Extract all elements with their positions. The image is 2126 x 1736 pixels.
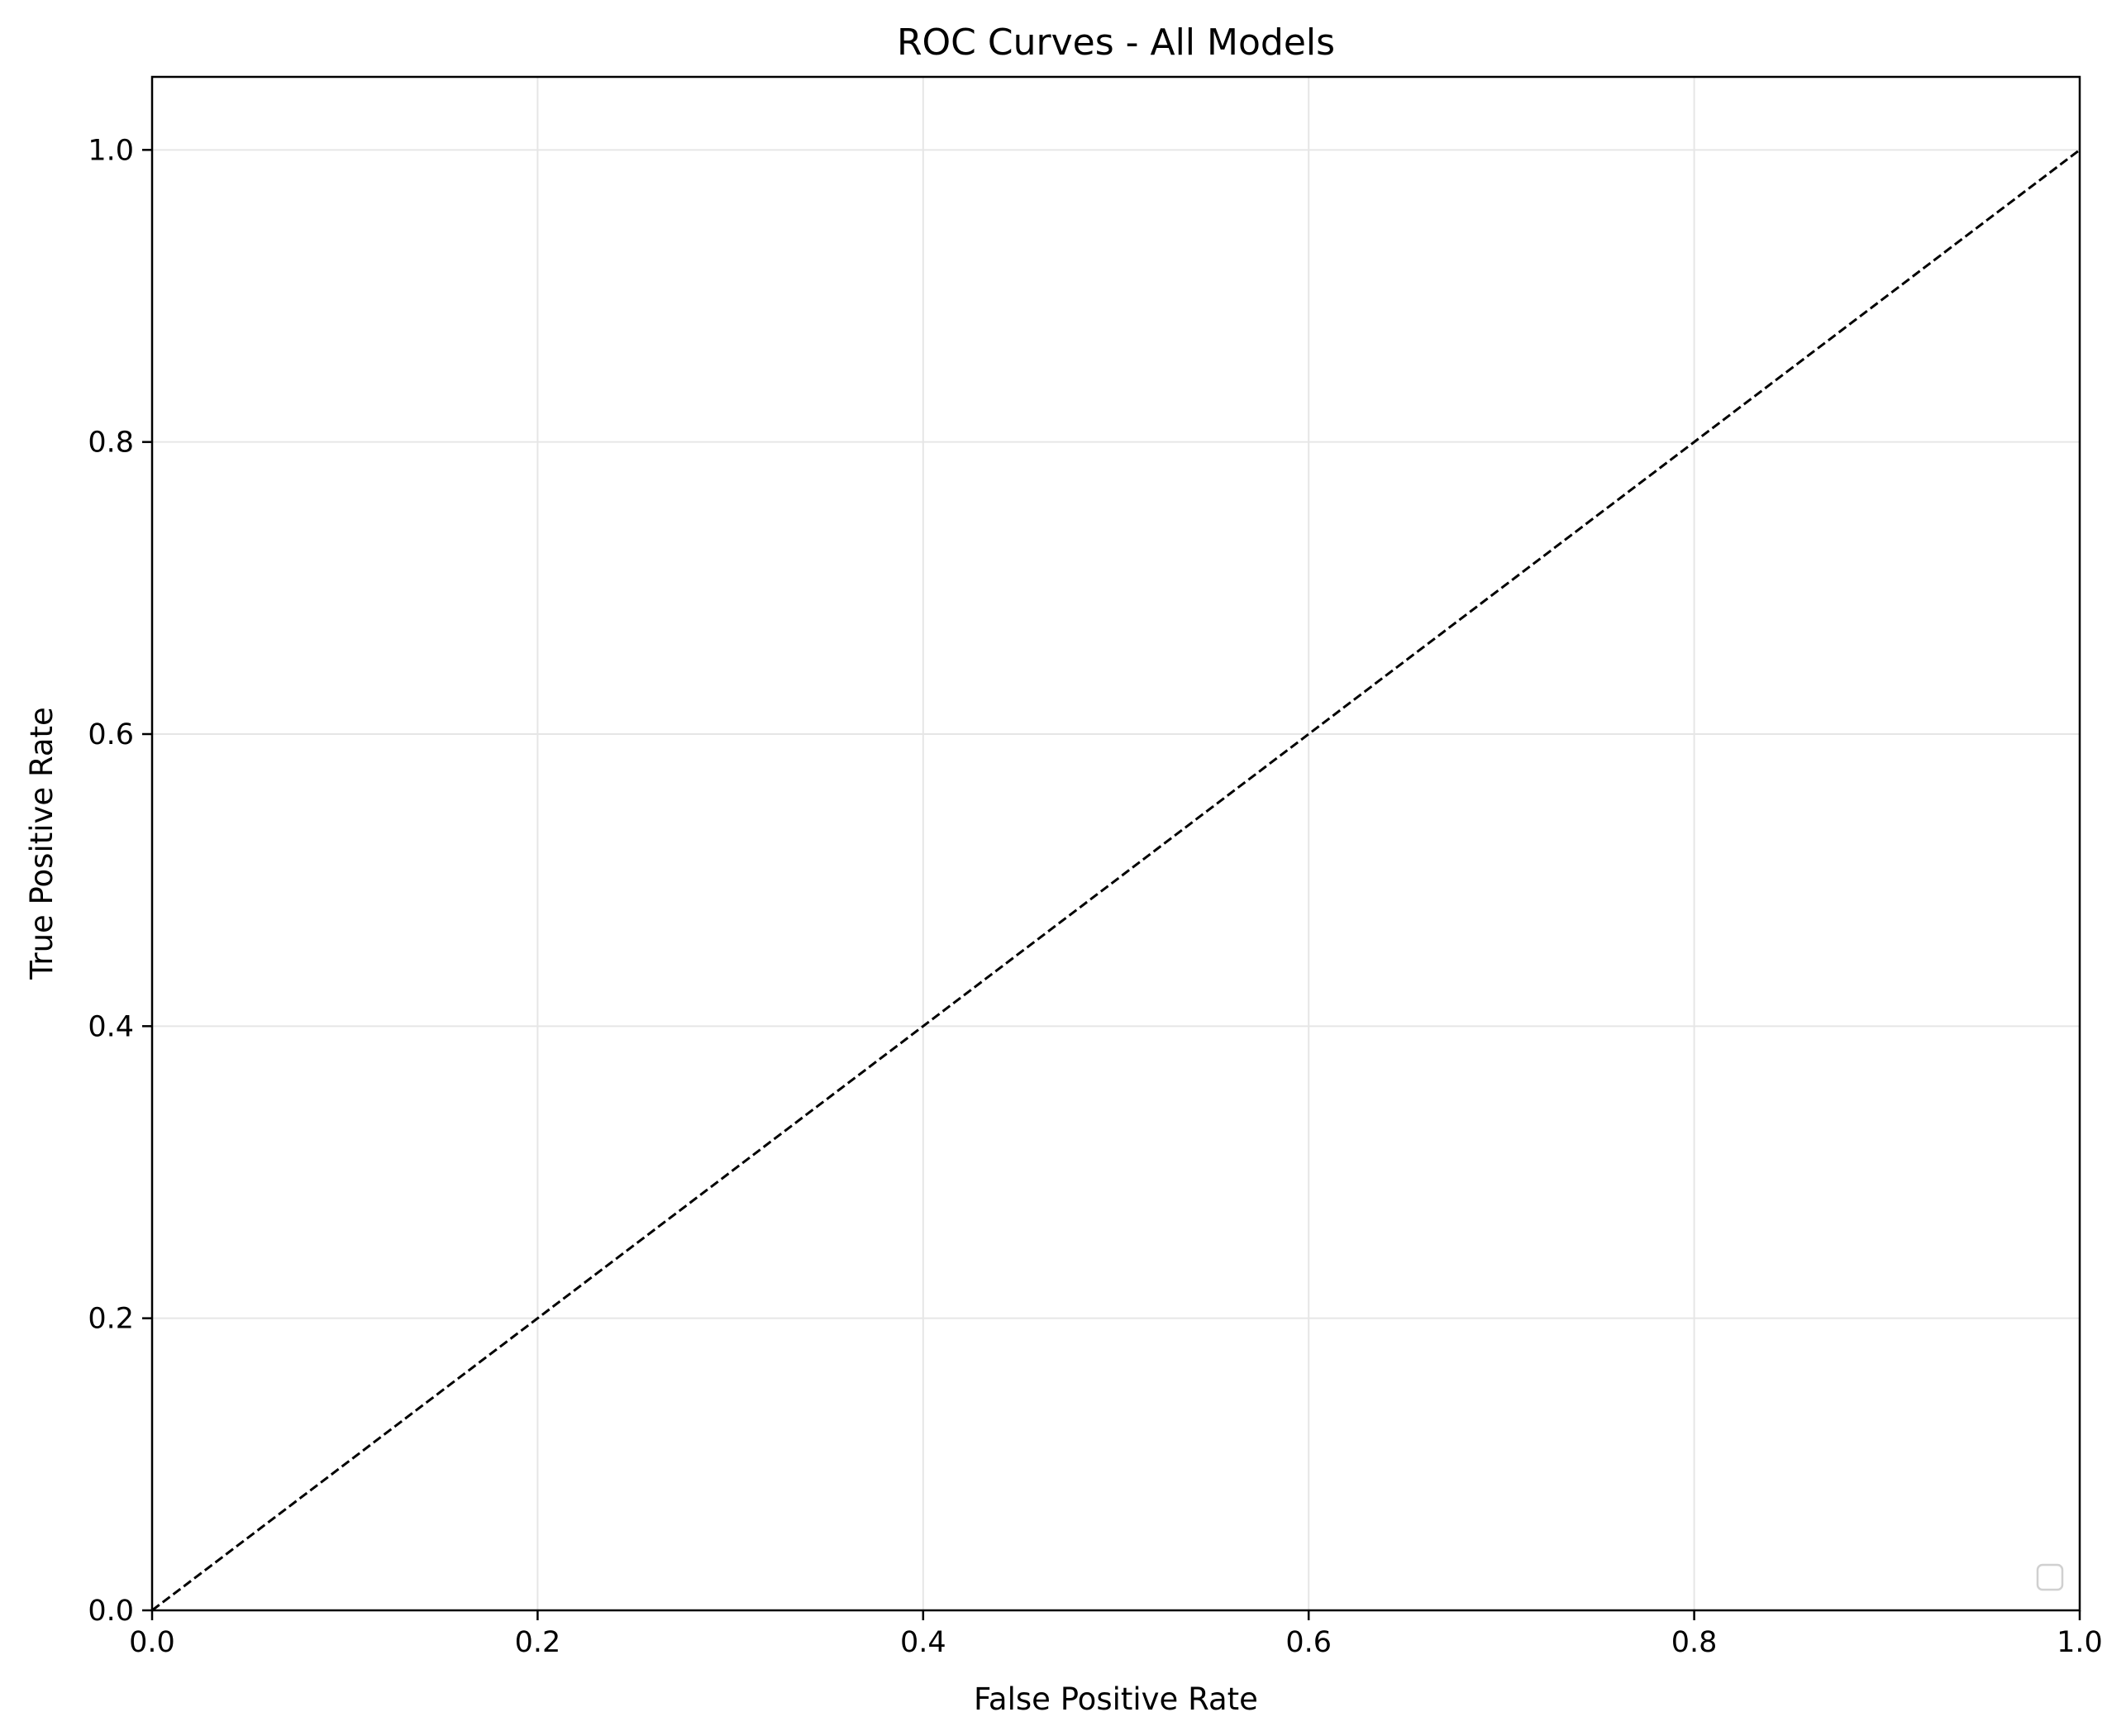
x-tick-label: 0.2 (515, 1626, 561, 1659)
plot-series (151, 149, 2081, 1612)
y-tick-label: 0.0 (88, 1595, 134, 1628)
y-tick-label: 0.6 (88, 718, 134, 751)
y-axis-ticks: 0.0 0.2 0.4 0.6 0.8 1.0 (88, 134, 152, 1628)
x-tick-label: 0.0 (129, 1626, 175, 1659)
x-tick-label: 0.6 (1285, 1626, 1332, 1659)
x-tick-label: 1.0 (2057, 1626, 2103, 1659)
chart-title: ROC Curves - All Models (897, 21, 1335, 64)
x-axis-label: False Positive Rate (974, 1681, 1258, 1717)
x-tick-label: 0.8 (1671, 1626, 1718, 1659)
legend-box (2036, 1563, 2064, 1591)
y-axis-label: True Positive Rate (24, 707, 60, 980)
y-tick-label: 1.0 (88, 134, 134, 167)
y-tick-label: 0.8 (88, 427, 134, 460)
chance-diagonal-line (151, 149, 2081, 1612)
y-tick-label: 0.4 (88, 1010, 134, 1043)
x-axis-ticks: 0.0 0.2 0.4 0.6 0.8 1.0 (129, 1610, 2103, 1659)
x-tick-label: 0.4 (900, 1626, 946, 1659)
axes-frame (150, 75, 2081, 1612)
y-tick-label: 0.2 (88, 1303, 134, 1336)
